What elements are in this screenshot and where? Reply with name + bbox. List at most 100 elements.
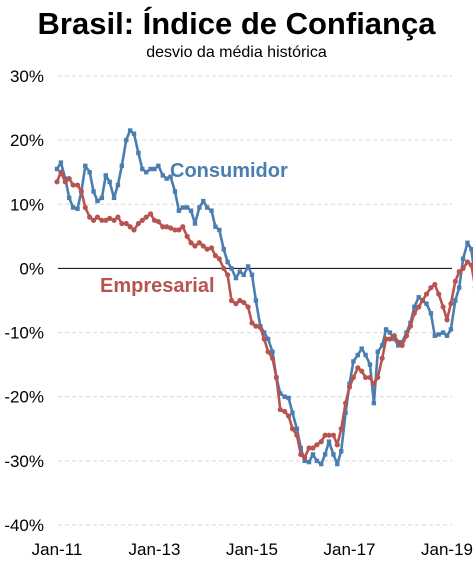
data-point bbox=[127, 224, 133, 230]
data-point bbox=[346, 384, 353, 390]
series-layer bbox=[54, 128, 473, 467]
data-point bbox=[140, 166, 145, 172]
data-point bbox=[196, 240, 202, 246]
data-point bbox=[233, 275, 239, 281]
data-point bbox=[355, 365, 361, 371]
data-point bbox=[216, 256, 222, 262]
x-tick-label: Jan-15 bbox=[226, 540, 278, 559]
data-point bbox=[424, 301, 429, 306]
data-point bbox=[160, 173, 165, 178]
data-point bbox=[103, 173, 108, 178]
data-point bbox=[66, 176, 72, 182]
data-point bbox=[411, 310, 417, 316]
data-point bbox=[180, 224, 186, 230]
data-point bbox=[111, 195, 117, 201]
data-point bbox=[176, 208, 182, 213]
x-tick-label: Jan-11 bbox=[32, 540, 83, 559]
data-point bbox=[465, 240, 470, 245]
data-point bbox=[103, 217, 109, 223]
data-point bbox=[204, 205, 210, 210]
data-point bbox=[245, 304, 251, 310]
data-point bbox=[416, 295, 421, 300]
data-point bbox=[314, 442, 320, 448]
data-point bbox=[143, 214, 149, 220]
data-point bbox=[249, 272, 255, 278]
data-point bbox=[265, 349, 271, 355]
data-point bbox=[302, 455, 308, 461]
data-point bbox=[87, 170, 92, 175]
data-point bbox=[62, 179, 68, 185]
data-point bbox=[233, 301, 239, 307]
data-point bbox=[228, 297, 235, 304]
data-point bbox=[412, 304, 417, 310]
data-point bbox=[387, 330, 393, 335]
data-point bbox=[136, 150, 141, 156]
data-point bbox=[225, 272, 231, 278]
data-point bbox=[135, 220, 142, 227]
data-point bbox=[70, 205, 76, 210]
data-point bbox=[253, 323, 259, 329]
data-point bbox=[241, 299, 247, 306]
data-point bbox=[452, 278, 458, 284]
data-point bbox=[460, 265, 466, 272]
data-point bbox=[164, 176, 169, 181]
data-point bbox=[91, 189, 96, 194]
data-point bbox=[277, 406, 283, 413]
data-point bbox=[318, 439, 324, 445]
data-point bbox=[115, 182, 121, 188]
chart-title: Brasil: Índice de Confiança bbox=[37, 6, 436, 41]
data-point bbox=[225, 259, 230, 265]
data-point bbox=[172, 189, 178, 194]
data-point bbox=[95, 198, 100, 204]
data-point bbox=[200, 243, 206, 249]
data-point bbox=[456, 269, 462, 275]
data-point bbox=[448, 301, 454, 307]
data-point bbox=[399, 342, 405, 348]
series-label-consumidor: Consumidor bbox=[170, 160, 288, 182]
data-point bbox=[201, 198, 206, 204]
data-point bbox=[290, 410, 295, 415]
data-point bbox=[395, 339, 401, 345]
data-point bbox=[319, 461, 324, 467]
data-point bbox=[298, 451, 304, 458]
data-point bbox=[229, 266, 234, 271]
data-point bbox=[152, 166, 157, 172]
data-point bbox=[237, 297, 243, 304]
data-point bbox=[326, 439, 332, 444]
data-point bbox=[432, 281, 438, 288]
data-point bbox=[249, 320, 255, 326]
data-point bbox=[87, 214, 93, 220]
data-point bbox=[294, 426, 300, 431]
data-point bbox=[343, 400, 349, 406]
data-point bbox=[440, 304, 446, 310]
data-point bbox=[107, 215, 113, 221]
y-tick-label: 0% bbox=[19, 259, 44, 278]
data-point bbox=[367, 362, 373, 367]
data-point bbox=[213, 224, 218, 229]
data-point bbox=[156, 163, 161, 168]
data-point bbox=[464, 259, 471, 265]
data-point bbox=[432, 333, 438, 338]
data-point bbox=[367, 374, 373, 381]
data-point bbox=[237, 269, 243, 274]
data-point bbox=[428, 311, 434, 316]
data-point bbox=[131, 131, 137, 136]
y-tick-label: -40% bbox=[4, 516, 44, 535]
y-axis: 30% 20% 10% 0% -10% -20% -30% -40% bbox=[4, 67, 44, 535]
data-point bbox=[428, 285, 434, 291]
data-point bbox=[407, 323, 414, 329]
x-axis: Jan-11 Jan-13 Jan-15 Jan-17 Jan-19 bbox=[32, 540, 473, 559]
data-point bbox=[144, 170, 149, 175]
data-point bbox=[245, 264, 251, 269]
data-point bbox=[241, 272, 246, 278]
data-point bbox=[192, 243, 198, 249]
data-point bbox=[383, 336, 389, 342]
data-point bbox=[278, 391, 283, 396]
data-point bbox=[322, 452, 328, 457]
data-point bbox=[160, 224, 166, 230]
data-point bbox=[148, 166, 153, 172]
data-point bbox=[192, 221, 198, 226]
data-point bbox=[282, 394, 287, 399]
x-tick-label: Jan-13 bbox=[129, 540, 181, 559]
